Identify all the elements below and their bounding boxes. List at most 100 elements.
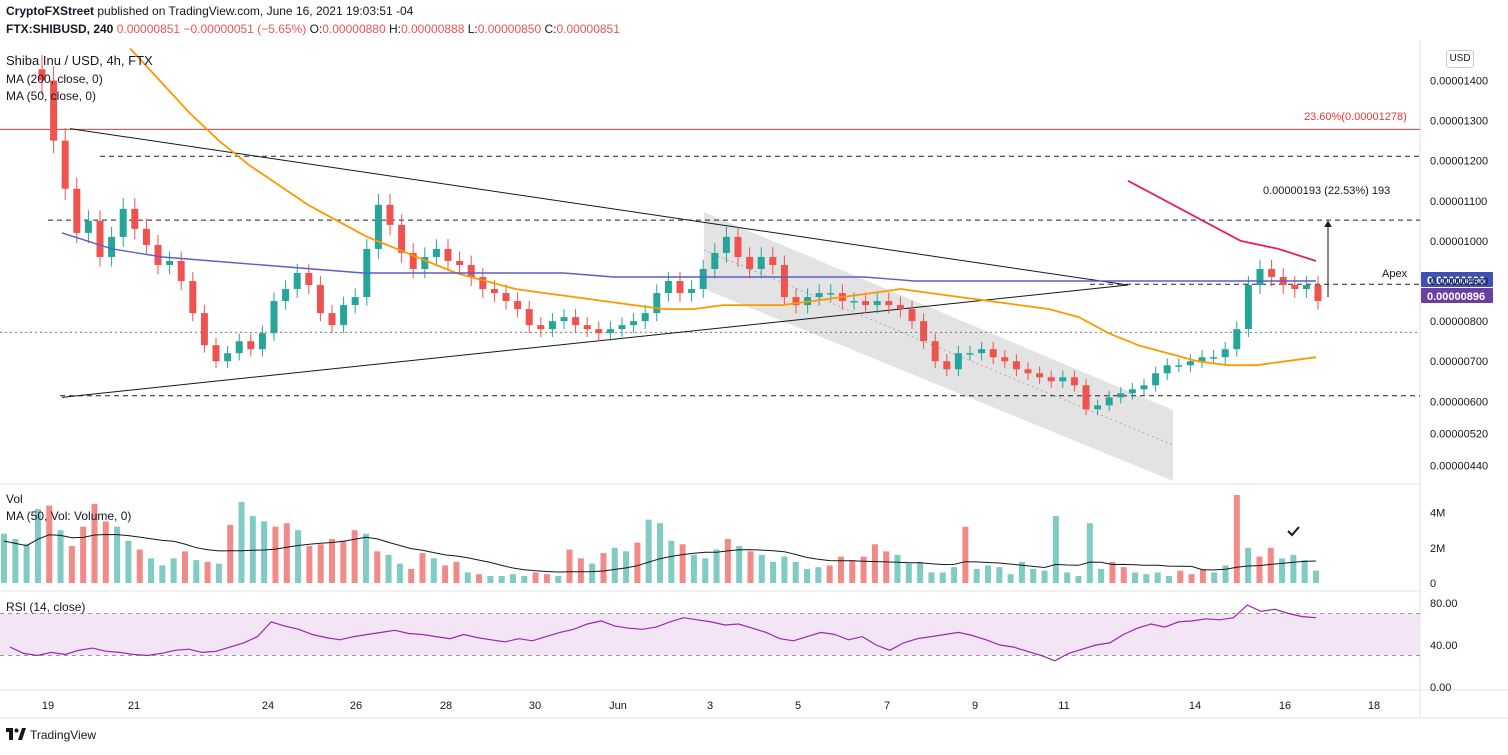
candle-body <box>61 140 69 189</box>
rsi-tick-label: 0.00 <box>1430 682 1451 694</box>
volume-bar <box>34 509 41 583</box>
legend-ma50[interactable]: MA (50, close, 0) <box>6 89 97 103</box>
candle-body <box>1175 365 1183 367</box>
volume-bar <box>1086 523 1093 583</box>
rsi-line <box>9 604 1317 662</box>
y-tick-label: 0.00001300 <box>1430 116 1488 128</box>
measure-arrowhead <box>1324 220 1332 227</box>
volume-bar <box>577 558 584 583</box>
x-tick-label: 14 <box>1189 700 1201 712</box>
currency-button[interactable]: USD <box>1446 50 1474 68</box>
ma-pink-line <box>1127 180 1317 262</box>
x-tick-label: 11 <box>1058 700 1069 712</box>
volume-bar <box>566 549 573 583</box>
volume-bar <box>374 551 381 583</box>
volume-bar <box>543 574 550 583</box>
candle-body <box>1094 405 1102 410</box>
volume-bar <box>668 540 675 583</box>
candle-body <box>444 248 452 261</box>
candle-body <box>1140 385 1148 390</box>
volume-bar <box>1018 561 1025 583</box>
low-label: L: <box>467 22 478 36</box>
candle-body <box>96 220 104 257</box>
candle-body <box>374 204 382 249</box>
volume-bar <box>1188 574 1195 583</box>
legend-rsi[interactable]: RSI (14, close) <box>6 600 86 614</box>
candle-body <box>1210 357 1218 359</box>
candle-body <box>1244 285 1252 330</box>
candle-body <box>908 309 916 322</box>
last-price: 0.00000851 <box>116 22 181 36</box>
candle-body <box>688 289 696 294</box>
candle-body <box>1152 373 1160 386</box>
tradingview-footer[interactable]: TradingView <box>6 728 96 742</box>
volume-bar <box>419 553 426 583</box>
candle-body <box>108 236 116 257</box>
candle-body <box>224 353 232 362</box>
candle-body <box>734 236 742 257</box>
x-tick-label: Jun <box>609 700 627 712</box>
candle-body <box>560 317 568 322</box>
candle-body <box>386 204 394 225</box>
candle-body <box>1314 285 1322 302</box>
candle-body <box>1082 385 1090 410</box>
volume-bar <box>837 556 844 583</box>
y-tick-label: 0.00001100 <box>1430 196 1487 208</box>
candle-body <box>1128 389 1136 394</box>
volume-bar <box>521 575 528 583</box>
x-tick-label: 9 <box>972 700 978 712</box>
volume-bar <box>283 523 290 583</box>
volume-bar <box>657 523 663 583</box>
volume-bar <box>1052 516 1059 583</box>
volume-bar <box>12 539 19 583</box>
candle-body <box>630 321 638 326</box>
volume-bar <box>883 551 890 583</box>
rsi-tick-label: 40.00 <box>1430 640 1458 652</box>
candle-body <box>282 289 290 302</box>
volume-bar <box>306 546 313 583</box>
volume-bar <box>939 572 946 583</box>
volume-bar <box>487 575 494 583</box>
candle-body <box>502 293 510 302</box>
volume-bar <box>238 502 245 583</box>
price-badge-text: 0.00000896 <box>1427 291 1485 303</box>
volume-bar <box>1267 547 1274 583</box>
high-value: 0.00000888 <box>400 22 465 36</box>
volume-bar <box>329 539 335 583</box>
candle-body <box>177 260 185 282</box>
close-label: C: <box>544 22 557 36</box>
candle-body <box>340 305 348 326</box>
candle-body <box>664 281 672 294</box>
candle-body <box>514 301 522 310</box>
y-tick-label: 0.00000520 <box>1430 428 1488 440</box>
volume-bar <box>261 521 268 583</box>
volume-bar <box>917 561 924 583</box>
candle-body <box>305 273 313 286</box>
candle-body <box>154 244 162 265</box>
volume-bar <box>849 560 856 583</box>
symbol: FTX:SHIBUSD, 240 <box>6 22 114 36</box>
legend-vol[interactable]: Vol <box>6 492 23 506</box>
publisher-name[interactable]: CryptoFXStreet <box>6 4 95 18</box>
volume-bar <box>736 546 743 583</box>
legend-vol-ma[interactable]: MA (50, Vol: Volume, 0) <box>6 509 132 523</box>
candle-body <box>676 281 684 294</box>
candle-body <box>1059 377 1067 382</box>
candle-body <box>641 313 649 322</box>
legend-title[interactable]: Shiba Inu / USD, 4h, FTX <box>6 53 153 68</box>
price-change: −0.00000051 (−5.65%) <box>183 22 307 36</box>
candle-body <box>1163 365 1171 374</box>
triangle-upper <box>69 128 1129 286</box>
volume-bar <box>1177 570 1184 583</box>
candle-body <box>595 329 603 334</box>
y-tick-label: 0.00001400 <box>1430 76 1488 88</box>
legend-ma200[interactable]: MA (200, close, 0) <box>6 72 103 86</box>
candle-body <box>792 297 800 306</box>
candle-body <box>827 293 835 295</box>
candle-body <box>862 301 870 306</box>
volume-bar <box>430 558 437 583</box>
volume-bar <box>1211 572 1218 583</box>
volume-bar <box>215 563 222 583</box>
volume-bar <box>1279 558 1286 583</box>
